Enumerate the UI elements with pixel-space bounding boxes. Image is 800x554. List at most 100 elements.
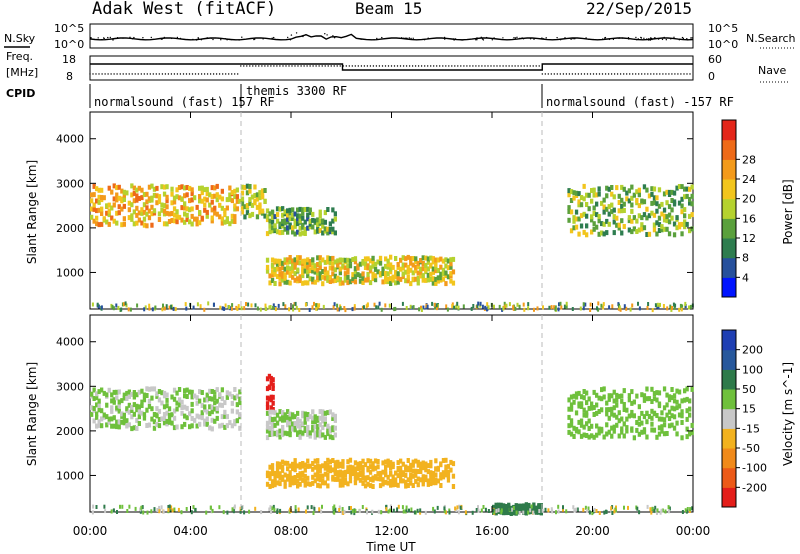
heatmap-cell <box>145 205 149 211</box>
heatmap-cell <box>140 399 144 405</box>
heatmap-cell <box>301 266 305 272</box>
noise-search-point <box>574 38 576 40</box>
heatmap-cell <box>368 483 373 489</box>
noise-search-point <box>572 38 574 40</box>
heatmap-cell <box>377 509 380 514</box>
heatmap-cell <box>321 478 325 484</box>
heatmap-cell <box>680 413 684 419</box>
noise-search-point <box>648 38 650 40</box>
heatmap-cell <box>210 194 214 199</box>
heatmap-cell <box>225 197 229 203</box>
nave-point <box>535 65 537 67</box>
noise-search-point <box>453 39 455 41</box>
heatmap-cell <box>504 304 507 309</box>
noise-search-point <box>462 39 464 41</box>
heatmap-cell <box>205 409 209 415</box>
heatmap-cell <box>532 510 535 515</box>
heatmap-cell <box>605 431 609 437</box>
heatmap-cell <box>650 386 654 392</box>
heatmap-cell <box>579 394 584 400</box>
heatmap-cell <box>414 468 418 474</box>
heatmap-cell <box>394 470 398 476</box>
heatmap-cell <box>605 509 607 514</box>
freq-panel-frame <box>89 55 694 81</box>
heatmap-cell <box>321 230 325 236</box>
heatmap-cell <box>577 202 581 208</box>
heatmap-cell <box>321 409 325 415</box>
heatmap-cell <box>494 502 498 508</box>
heatmap-cell <box>667 212 672 218</box>
heatmap-cell <box>190 510 193 515</box>
heatmap-cell <box>97 407 101 413</box>
heatmap-cell <box>338 276 342 282</box>
heatmap-cell <box>313 414 317 420</box>
heatmap-cell <box>479 301 482 306</box>
heatmap-cell <box>235 393 239 399</box>
heatmap-cell <box>321 473 325 479</box>
heatmap-cell <box>333 464 337 470</box>
heatmap-cell <box>569 431 574 437</box>
heatmap-cell <box>225 205 229 211</box>
nave-point <box>315 65 317 67</box>
heatmap-cell <box>356 472 360 478</box>
noise-search-point <box>131 38 134 40</box>
heatmap-cell <box>363 256 368 262</box>
noise-search-point <box>608 38 611 41</box>
heatmap-cell <box>210 396 214 402</box>
heatmap-cell <box>308 224 312 230</box>
nave-point <box>131 73 133 75</box>
noise-search-point <box>410 37 412 40</box>
heatmap-cell <box>642 397 647 403</box>
heatmap-cell <box>168 305 171 310</box>
heatmap-cell <box>120 206 124 212</box>
heatmap-cell <box>211 508 214 513</box>
heatmap-cell <box>306 273 310 279</box>
colorbar-tick-label: 4 <box>742 271 749 284</box>
heatmap-cell <box>640 215 644 221</box>
heatmap-cell <box>311 217 315 223</box>
heatmap-cell <box>130 213 134 219</box>
heatmap-cell <box>140 195 144 201</box>
heatmap-cell <box>288 222 292 228</box>
heatmap-cell <box>270 463 275 469</box>
heatmap-cell <box>573 508 576 513</box>
heatmap-cell <box>688 305 690 310</box>
heatmap-cell <box>231 303 234 308</box>
noise-left-label: N.Sky <box>4 32 36 45</box>
heatmap-cell <box>649 507 652 512</box>
heatmap-cell <box>215 406 219 411</box>
noise-search-point <box>192 38 194 41</box>
heatmap-cell <box>597 231 601 237</box>
heatmap-cell <box>254 506 257 511</box>
heatmap-cell <box>399 276 403 282</box>
heatmap-cell <box>665 218 669 224</box>
heatmap-cell <box>612 405 616 411</box>
heatmap-cell <box>622 433 626 439</box>
heatmap-cell <box>384 459 388 465</box>
heatmap-cell <box>574 410 579 416</box>
heatmap-cell <box>92 504 95 509</box>
heatmap-cell <box>431 276 435 282</box>
noise-search-point <box>491 39 493 41</box>
heatmap-cell <box>311 415 315 421</box>
nave-point <box>430 65 432 67</box>
heatmap-cell <box>241 505 244 509</box>
heatmap-cell <box>183 219 187 225</box>
heatmap-cell <box>165 221 169 227</box>
nave-point <box>647 73 649 75</box>
nave-point <box>167 73 170 75</box>
heatmap-cell <box>625 190 629 196</box>
heatmap-cell <box>122 203 126 209</box>
heatmap-cell <box>97 398 101 404</box>
heatmap-cell <box>326 207 330 212</box>
heatmap-cell <box>127 307 130 312</box>
heatmap-cell <box>104 509 107 514</box>
heatmap-cell <box>295 305 298 310</box>
heatmap-cell <box>615 215 619 221</box>
heatmap-cell <box>255 192 260 198</box>
heatmap-cell <box>292 304 294 309</box>
noise-search-point <box>640 36 642 39</box>
heatmap-cell <box>396 279 400 285</box>
noise-search-point <box>230 38 233 41</box>
heatmap-cell <box>200 215 204 221</box>
